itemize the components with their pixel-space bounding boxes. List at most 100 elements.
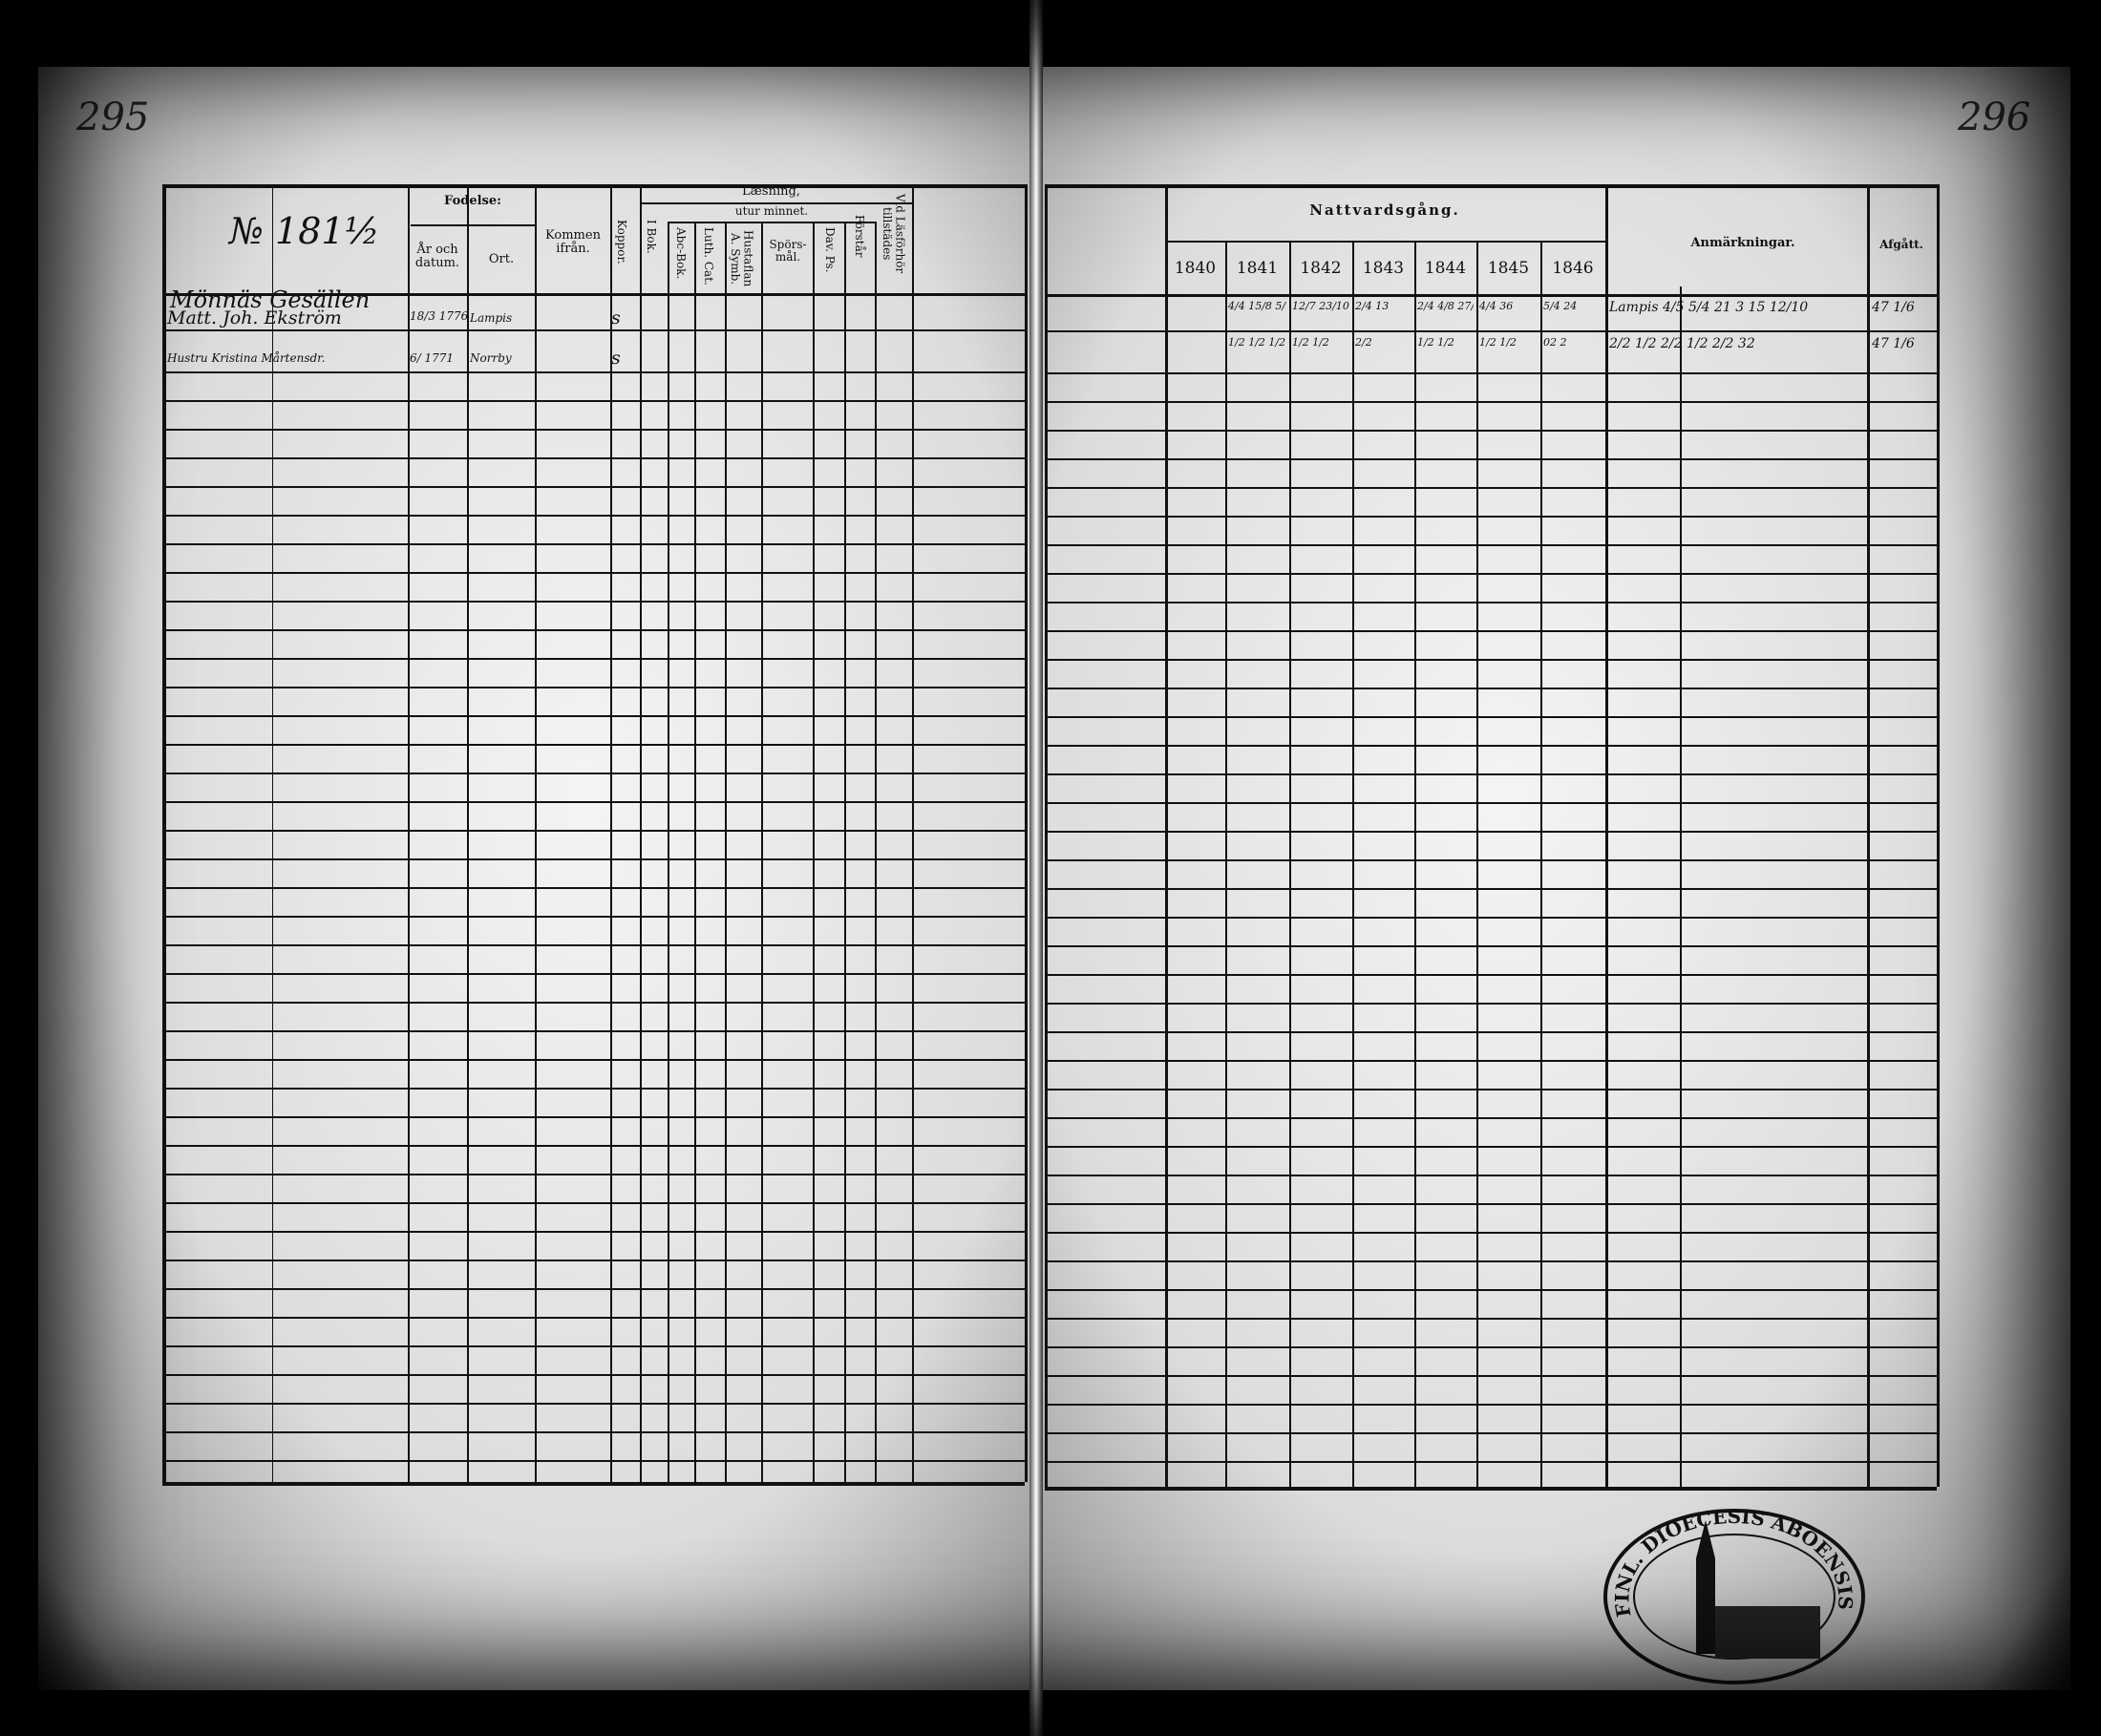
ruled-line	[162, 687, 1025, 688]
header-house-table: Hustaflan A. Symb.	[729, 230, 755, 287]
header-by-heart: utur minnet.	[734, 204, 809, 218]
svg-text:FINL. DIOECESIS ABOENSIS: FINL. DIOECESIS ABOENSIS	[1610, 1505, 1857, 1619]
stamp-text: FINL. DIOECESIS ABOENSIS	[1610, 1505, 1857, 1619]
ruled-line	[1045, 1289, 1937, 1291]
ruled-line	[1045, 1487, 1937, 1491]
ruled-line	[162, 515, 1025, 517]
ruled-line	[1045, 294, 1937, 297]
column-rule	[912, 184, 914, 1482]
register-number: № 181½	[229, 210, 380, 252]
column-rule	[1045, 184, 1048, 1487]
ruled-line	[1045, 1060, 1937, 1062]
communion-date: 1/2 1/2	[1417, 336, 1454, 349]
ruled-line	[162, 1431, 1025, 1433]
ruled-line	[1045, 1203, 1937, 1205]
communion-date: 4/4 36	[1479, 300, 1514, 312]
ruled-line	[1045, 945, 1937, 947]
ruled-line	[1045, 602, 1937, 603]
ruled-line	[1045, 487, 1937, 489]
departed-entry: 47 1/6	[1872, 336, 1915, 351]
ruled-line	[1045, 544, 1937, 546]
ruled-line	[1045, 1117, 1937, 1119]
ruled-line	[162, 1317, 1025, 1319]
ruled-line	[1045, 1318, 1937, 1320]
ruled-line	[162, 1088, 1025, 1090]
header-came-from: Kommen ifrån.	[545, 228, 601, 257]
section-heading: Mönnäs Gesällen	[170, 286, 371, 313]
communion-date: 1/2 1/2	[1292, 336, 1329, 349]
book-gutter	[1029, 0, 1043, 1736]
entry-birth-date: 18/3 1776	[410, 309, 469, 323]
ruled-line	[1045, 1375, 1937, 1377]
ruled-line	[411, 224, 535, 226]
header-in-book: I Bok.	[645, 220, 659, 254]
ruled-line	[1045, 831, 1937, 833]
column-rule	[694, 222, 696, 1482]
entry-name: Hustru Kristina Mårtensdr.	[167, 351, 326, 365]
communion-date: 1/2 1/2	[1479, 336, 1517, 349]
ruled-line	[162, 1145, 1025, 1147]
ruled-line	[162, 887, 1025, 889]
header-abc: Abc-Bok.	[674, 227, 689, 280]
ruled-line	[162, 944, 1025, 946]
header-year: 1841	[1236, 259, 1279, 278]
ruled-line	[1045, 1346, 1937, 1348]
column-rule	[1165, 184, 1168, 1487]
ruled-line	[1045, 659, 1937, 661]
diocese-stamp: FINL. DIOECESIS ABOENSIS	[1593, 1501, 1875, 1692]
header-examination: Vid Läsförhör tillstädes	[881, 194, 907, 274]
ruled-line	[162, 371, 1025, 373]
entry-birth-date: 6/ 1771	[410, 351, 455, 365]
ruled-line	[1045, 1404, 1937, 1406]
header-birth: Fodelse:	[444, 194, 501, 208]
ruled-line	[162, 1345, 1025, 1347]
ruled-line	[1045, 1031, 1937, 1033]
ruled-line	[1045, 802, 1937, 804]
ruled-line	[162, 658, 1025, 660]
ruled-line	[162, 1231, 1025, 1233]
column-rule	[272, 184, 273, 1482]
ruled-line	[162, 184, 1025, 188]
column-rule	[1937, 184, 1940, 1487]
header-smallpox: Koppor.	[615, 220, 629, 265]
header-year: 1840	[1174, 259, 1217, 278]
page-number-left: 295	[76, 95, 150, 139]
entry-birth-place: Norrby	[470, 351, 512, 365]
header-psalms: Dav. Ps.	[823, 227, 838, 273]
ruled-line	[162, 801, 1025, 803]
header-year: 1845	[1487, 259, 1530, 278]
ruled-line	[1045, 917, 1937, 919]
remarks-entry: 2/2 1/2 2/2 1/2 2/2 32	[1609, 336, 1755, 351]
page-number-right: 296	[1958, 95, 2031, 139]
column-rule	[1867, 184, 1870, 1487]
ruled-line	[1045, 1232, 1937, 1234]
ruled-line	[1045, 1003, 1937, 1005]
ruled-line	[1045, 573, 1937, 575]
ruled-line	[1045, 1089, 1937, 1090]
ruled-line	[1045, 372, 1937, 374]
ruled-line	[162, 572, 1025, 574]
header-departed: Afgått.	[1879, 238, 1923, 251]
communion-date: 2/4 13	[1355, 300, 1390, 312]
header-birth-place: Ort.	[488, 252, 515, 266]
header-year: 1842	[1300, 259, 1342, 278]
communion-date: 4/4 15/8 5/12	[1228, 300, 1286, 312]
ruled-line	[162, 1260, 1025, 1261]
ruled-line	[162, 1482, 1025, 1486]
header-catechism: Luth. Cat.	[702, 227, 716, 286]
column-rule	[1680, 286, 1682, 1487]
column-rule	[162, 184, 166, 1482]
ruled-line	[162, 1403, 1025, 1405]
right-page	[1039, 67, 2070, 1690]
column-rule	[761, 222, 763, 1482]
ruled-line	[162, 329, 1025, 331]
entry-name: Matt. Joh. Ekström	[167, 307, 342, 328]
ruled-line	[1045, 458, 1937, 460]
ruled-line	[1045, 430, 1937, 432]
column-rule	[1605, 184, 1608, 1487]
ruled-line	[162, 400, 1025, 402]
ruled-line	[162, 973, 1025, 975]
ruled-line	[162, 543, 1025, 545]
ruled-line	[1045, 745, 1937, 747]
column-rule	[1352, 241, 1354, 1487]
